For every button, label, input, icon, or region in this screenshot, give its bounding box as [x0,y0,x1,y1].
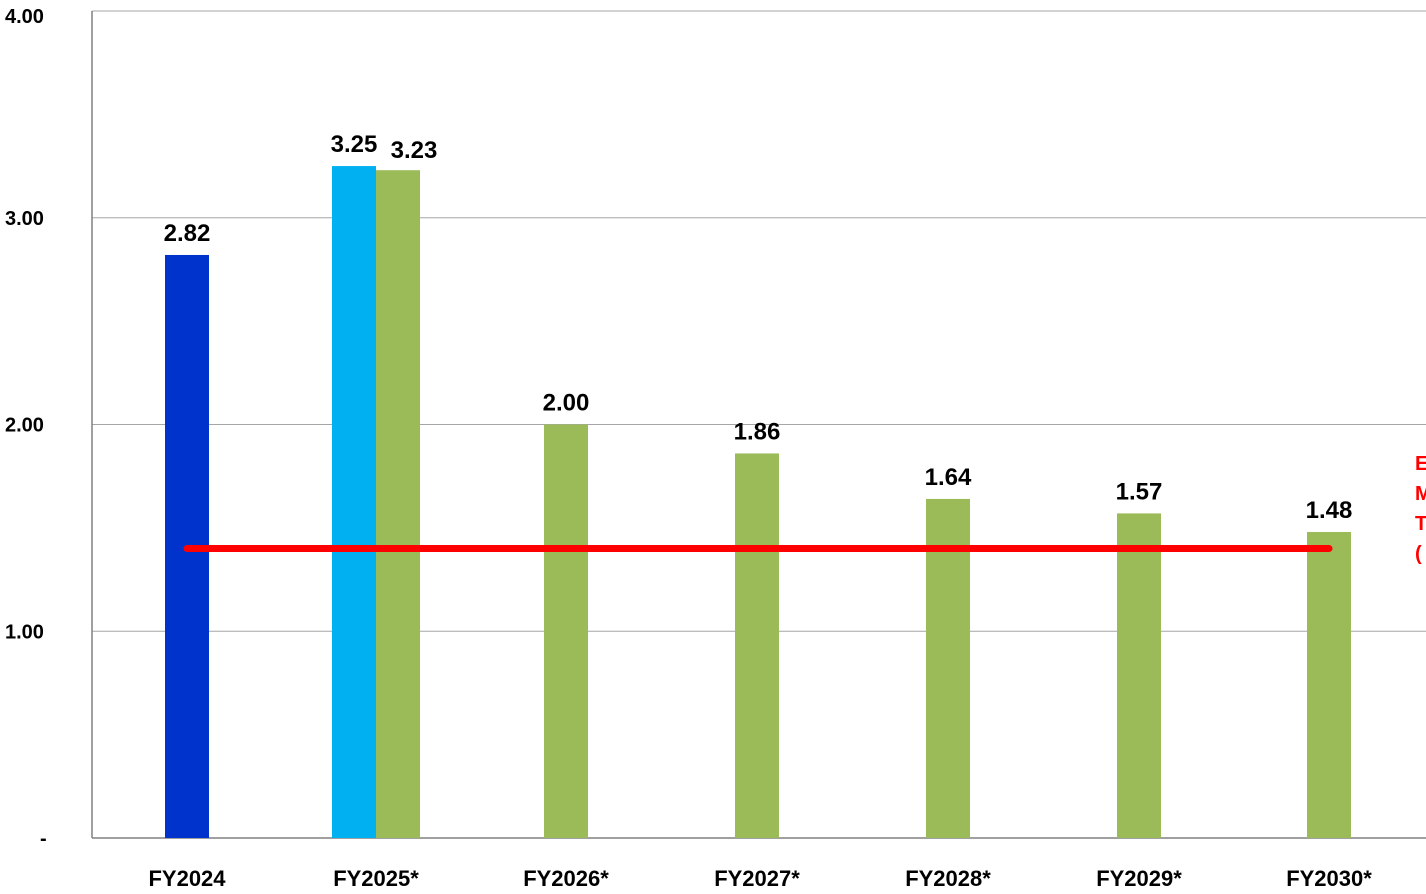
data-label: 1.57 [1116,478,1163,505]
y-tick-label: 3.00 [5,208,44,230]
bar [1117,513,1161,838]
x-tick-label: FY2027* [714,866,800,891]
data-label: 2.00 [543,390,590,417]
x-tick-label: FY2024 [148,866,226,891]
data-label: 3.23 [391,137,438,164]
reference-line-group: EMT ( [183,453,1426,565]
y-tick-label: 2.00 [5,415,44,437]
bar [332,166,376,838]
reference-line-label: M [1415,483,1426,505]
bar [1307,532,1351,838]
bar [735,453,779,838]
x-tick-label: FY2029* [1096,866,1182,891]
reference-line-label: E [1415,453,1426,475]
bar [376,170,420,838]
bar [544,424,588,838]
data-labels: 2.82 3.25 3.23 2.00 1.86 1.64 1.57 1.48 [164,131,1353,524]
bar [926,498,970,838]
data-label: 2.82 [164,220,211,247]
x-tick-label: FY2026* [523,866,609,891]
x-tick-label: FY2028* [905,866,991,891]
x-tick-label: FY2025* [333,866,419,891]
data-label: 1.48 [1306,497,1353,524]
y-tick-label: - [40,828,47,850]
data-label: 1.64 [925,464,972,491]
reference-line-label: T [1415,513,1426,535]
data-label: 3.25 [331,131,378,158]
y-tick-label: 1.00 [5,621,44,643]
bars [165,166,1351,839]
tick-labels: - 1.00 2.00 3.00 4.00 FY2024 FY2025* FY2026* FY2… [5,6,1372,891]
reference-line-label: ( [1415,543,1422,565]
data-label: 1.86 [734,418,781,445]
y-tick-label: 4.00 [5,6,44,28]
x-tick-label: FY2030* [1286,866,1372,891]
